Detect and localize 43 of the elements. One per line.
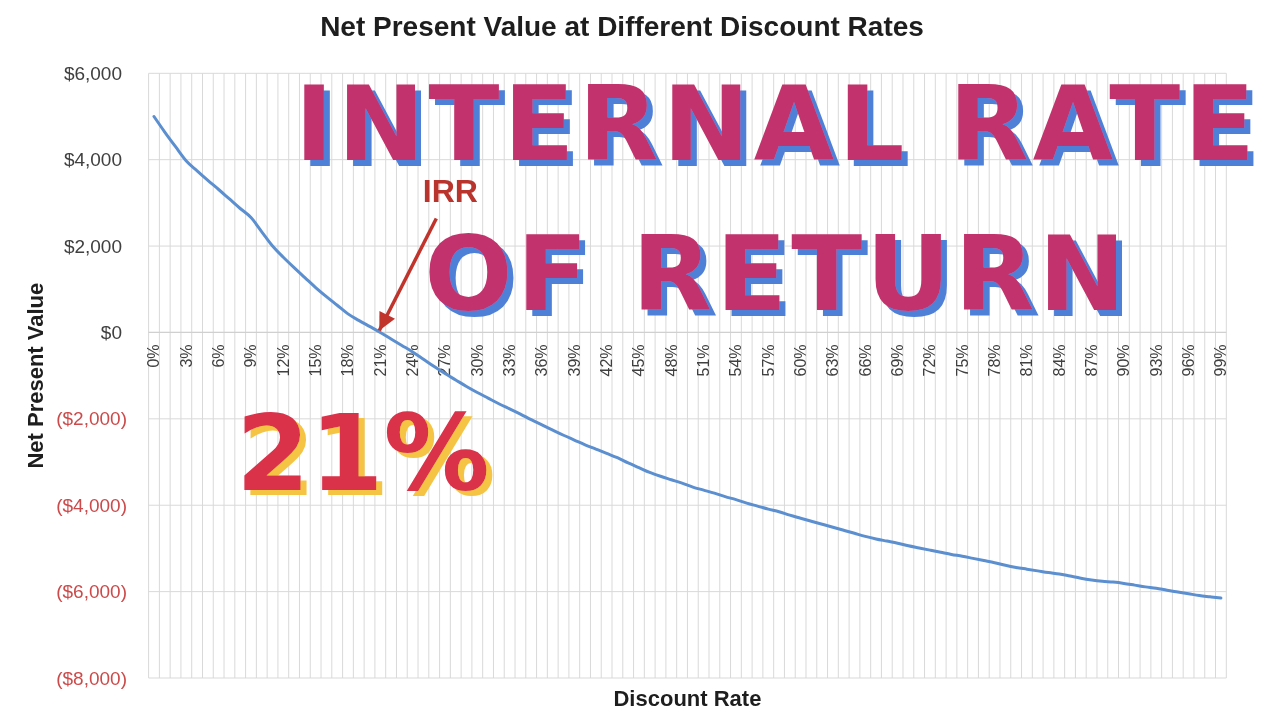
x-tick-label: 99% [1212, 344, 1230, 377]
x-tick-label: 6% [210, 344, 228, 368]
y-tick-label: $0 [100, 321, 122, 343]
x-tick-label: 60% [792, 344, 810, 377]
x-tick-label: 57% [759, 344, 777, 377]
chart-title: Net Present Value at Different Discount Rates [320, 11, 924, 42]
x-tick-label: 69% [889, 344, 907, 377]
x-tick-label: 9% [242, 344, 260, 368]
x-tick-label: 3% [177, 344, 195, 368]
x-tick-label: 84% [1050, 344, 1068, 377]
x-tick-label: 48% [662, 344, 680, 377]
x-tick-label: 63% [824, 344, 842, 377]
x-tick-label: 51% [695, 344, 713, 377]
y-axis-title: Net Present Value [23, 282, 48, 469]
x-tick-label: 75% [953, 344, 971, 377]
x-tick-label: 0% [145, 344, 163, 368]
x-tick-label: 66% [856, 344, 874, 377]
y-tick-label: $2,000 [63, 235, 122, 257]
x-tick-label: 39% [565, 344, 583, 377]
x-tick-label: 30% [468, 344, 486, 377]
y-tick-label: ($8,000) [56, 667, 127, 689]
x-tick-label: 45% [630, 344, 648, 377]
x-tick-label: 78% [986, 344, 1004, 377]
x-tick-label: 96% [1180, 344, 1198, 377]
x-tick-label: 12% [274, 344, 292, 377]
x-tick-label: 87% [1083, 344, 1101, 377]
x-tick-label: 21% [371, 344, 389, 377]
x-tick-label: 72% [921, 344, 939, 377]
x-tick-label: 90% [1115, 344, 1133, 377]
y-tick-label: $6,000 [63, 62, 122, 84]
y-tick-label: ($6,000) [56, 581, 127, 603]
y-tick-label: $4,000 [63, 149, 122, 171]
x-axis-title: Discount Rate [613, 686, 762, 711]
y-tick-label: ($2,000) [56, 408, 127, 430]
x-tick-label: 42% [598, 344, 616, 377]
x-tick-label: 81% [1018, 344, 1036, 377]
x-tick-label: 18% [339, 344, 357, 377]
x-tick-label: 93% [1147, 344, 1165, 377]
y-tick-label: ($4,000) [56, 494, 127, 516]
x-tick-label: 54% [727, 344, 745, 377]
x-tick-label: 33% [501, 344, 519, 377]
x-tick-label: 15% [307, 344, 325, 377]
x-tick-label: 36% [533, 344, 551, 377]
